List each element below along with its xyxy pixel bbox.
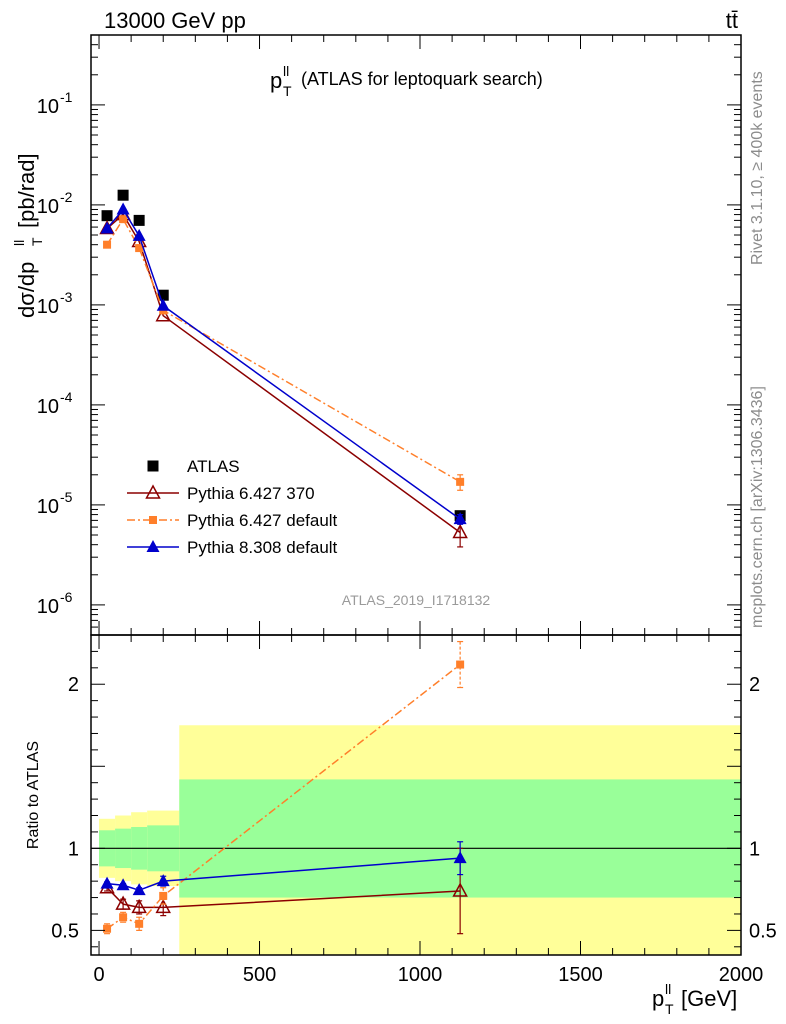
rivet-version-label: Rivet 3.1.10, ≥ 400k events [749, 71, 766, 265]
ratio-series-2-point-2 [132, 883, 146, 896]
beam-label: 13000 GeV pp [104, 8, 246, 33]
main-series-3 [100, 202, 467, 525]
legend-marker-0 [147, 460, 159, 472]
main-series-0-point-1 [117, 189, 129, 201]
x-tick-label-1000: 1000 [398, 964, 443, 986]
legend-marker-2 [149, 516, 157, 524]
legend-marker-3 [146, 540, 160, 552]
main-series-1-point-3 [155, 307, 171, 322]
main-title-sup: ll [283, 63, 289, 79]
ratio-series-2-point-1 [116, 878, 130, 891]
main-series-2 [103, 215, 465, 491]
main-y-tick-label-base-0: 10 [37, 596, 59, 618]
main-series-3-line [106, 208, 461, 520]
legend-label-1: Pythia 6.427 370 [187, 484, 315, 503]
ratio-series-2 [100, 841, 467, 896]
x-axis-label-sup: ll [665, 981, 671, 997]
ratio-frame [90, 634, 742, 956]
main-series-3-point-2 [132, 228, 146, 241]
ratio-series-0-point-3 [155, 898, 171, 914]
ratio-series-1-point-4 [456, 660, 465, 669]
ratio-y-tick-label-right-2: 2 [749, 674, 760, 696]
main-y-tick-label-exp-4: -2 [60, 189, 73, 205]
ratio-y-tick-label-right-1: 1 [749, 838, 760, 860]
main-title: p ll T (ATLAS for leptoquark search) [270, 63, 543, 99]
main-y-tick-label-exp-5: -1 [60, 89, 73, 105]
ratio-y-tick-label-1: 1 [68, 838, 79, 860]
main-y-axis-label-main: dσ/dp [14, 262, 39, 318]
main-y-tick-label-exp-0: -6 [60, 589, 73, 605]
x-tick-label-1500: 1500 [558, 964, 603, 986]
ratio-y-tick-label-2: 2 [68, 674, 79, 696]
main-y-axis-label-unit: [pb/rad] [14, 153, 39, 228]
legend-label-0: ATLAS [187, 457, 240, 476]
main-y-ticks: 10-610-510-410-310-210-1 [37, 34, 741, 636]
ratio-series-1 [103, 640, 465, 935]
main-series-2-point-0 [103, 240, 112, 249]
main-title-sub: T [283, 83, 292, 99]
main-series-0-point-0 [101, 210, 113, 222]
main-y-tick-label-base-3: 10 [37, 296, 59, 318]
ratio-series-2-point-3 [156, 874, 170, 887]
ratio-series-2-point-4 [453, 851, 467, 864]
x-axis-label-main: p [652, 986, 664, 1011]
ratio-series-0-point-2 [131, 898, 147, 914]
main-series-0-point-3 [157, 289, 169, 301]
ratio-ticks: 0 500 1000 1500 2000 0.5 0.5 1 1 2 2 [51, 35, 777, 986]
main-y-tick-label-base-1: 10 [37, 496, 59, 518]
main-series-3-point-4 [453, 512, 467, 525]
ratio-series-2-point-0 [100, 876, 114, 889]
main-y-axis-label: dσ/dp ll T [pb/rad] [11, 153, 45, 318]
source-label: mcplots.cern.ch [arXiv:1306.3436] [749, 386, 766, 628]
main-series-2-point-1 [119, 215, 128, 224]
main-y-tick-label-base-4: 10 [37, 196, 59, 218]
main-series-1-point-4 [452, 523, 468, 539]
main-y-axis-label-sub: T [29, 237, 45, 246]
main-y-tick-label-base-2: 10 [37, 396, 59, 418]
main-y-tick-label-exp-1: -5 [60, 489, 73, 505]
main-y-axis-label-sup: ll [11, 240, 27, 246]
legend-marker-1 [145, 484, 161, 499]
main-y-tick-label-base-5: 10 [37, 96, 59, 118]
main-title-variable: p [270, 68, 282, 93]
main-series-2-point-4 [456, 477, 465, 486]
ratio-y-tick-label-right-0.5: 0.5 [749, 920, 777, 942]
main-series-3-point-0 [100, 221, 114, 234]
ratio-series-1-point-1 [119, 913, 128, 922]
main-y-tick-label-exp-3: -3 [60, 289, 73, 305]
ratio-series-0-point-1 [115, 895, 131, 910]
x-axis-label: p ll T [GeV] [652, 981, 737, 1017]
main-series-2-point-2 [135, 244, 144, 253]
ratio-series-0-point-4 [452, 882, 468, 897]
main-series-0-point-2 [133, 214, 145, 226]
x-tick-label-500: 500 [243, 964, 276, 986]
x-axis-label-unit: [GeV] [681, 986, 737, 1011]
main-series-3-point-3 [156, 298, 170, 311]
ratio-y-tick-label-0.5: 0.5 [51, 920, 79, 942]
main-series-3-point-1 [116, 202, 130, 215]
process-label: tt̄ [726, 8, 738, 33]
ratio-series-group [99, 640, 468, 935]
ratio-series-1-point-3 [159, 891, 168, 900]
ratio-series-1-point-0 [103, 924, 112, 933]
x-tick-label-0: 0 [93, 964, 104, 986]
main-title-text: (ATLAS for leptoquark search) [301, 69, 543, 89]
ratio-series-1-point-2 [135, 919, 144, 928]
main-series-group [99, 189, 468, 548]
analysis-id-label: ATLAS_2019_I1718132 [342, 592, 491, 608]
x-tick-label-2000: 2000 [719, 964, 764, 986]
x-axis-label-sub: T [665, 1001, 674, 1017]
legend-label-3: Pythia 8.308 default [187, 538, 338, 557]
main-series-2-line [106, 217, 461, 483]
legend-label-2: Pythia 6.427 default [187, 511, 338, 530]
legend: ATLAS Pythia 6.427 370 Pythia 6.427 defaul… [127, 457, 338, 557]
ratio-y-axis-label: Ratio to ATLAS [25, 741, 42, 849]
main-y-tick-label-exp-2: -4 [60, 389, 73, 405]
ratio-uncertainty-bands [99, 725, 741, 955]
